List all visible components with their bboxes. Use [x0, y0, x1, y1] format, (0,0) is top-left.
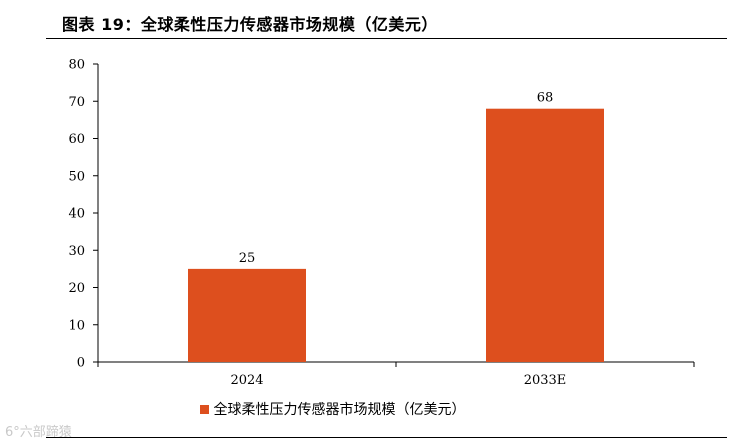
bar-2024 — [188, 268, 306, 362]
data-label: 25 — [239, 251, 256, 266]
y-tick-label: 10 — [68, 318, 85, 333]
y-tick-label: 70 — [68, 95, 85, 110]
y-tick-label: 20 — [68, 281, 85, 296]
watermark-logo: 6°六部蹄猿 — [5, 425, 72, 440]
data-label: 68 — [537, 91, 554, 106]
legend-swatch — [199, 404, 209, 414]
legend: 全球柔性压力传感器市场规模（亿美元） — [0, 399, 755, 419]
legend-label: 全球柔性压力传感器市场规模（亿美元） — [213, 402, 466, 418]
title-rule — [46, 38, 727, 39]
y-tick-label: 30 — [68, 244, 85, 259]
y-tick-label: 0 — [77, 356, 85, 371]
bar-chart: 0 10 20 30 40 50 60 70 80 25 2024 68 2033E — [68, 58, 695, 388]
y-tick-label: 60 — [68, 132, 85, 147]
figure-title: 图表 19：全球柔性压力传感器市场规模（亿美元） — [62, 15, 438, 34]
bar-2033e — [486, 108, 604, 362]
x-tick-label: 2033E — [524, 373, 567, 388]
y-tick-label: 40 — [68, 207, 85, 222]
y-tick-label: 50 — [68, 169, 85, 184]
y-tick-label: 80 — [68, 58, 85, 73]
bottom-rule — [46, 437, 727, 438]
x-tick-label: 2024 — [230, 373, 263, 388]
